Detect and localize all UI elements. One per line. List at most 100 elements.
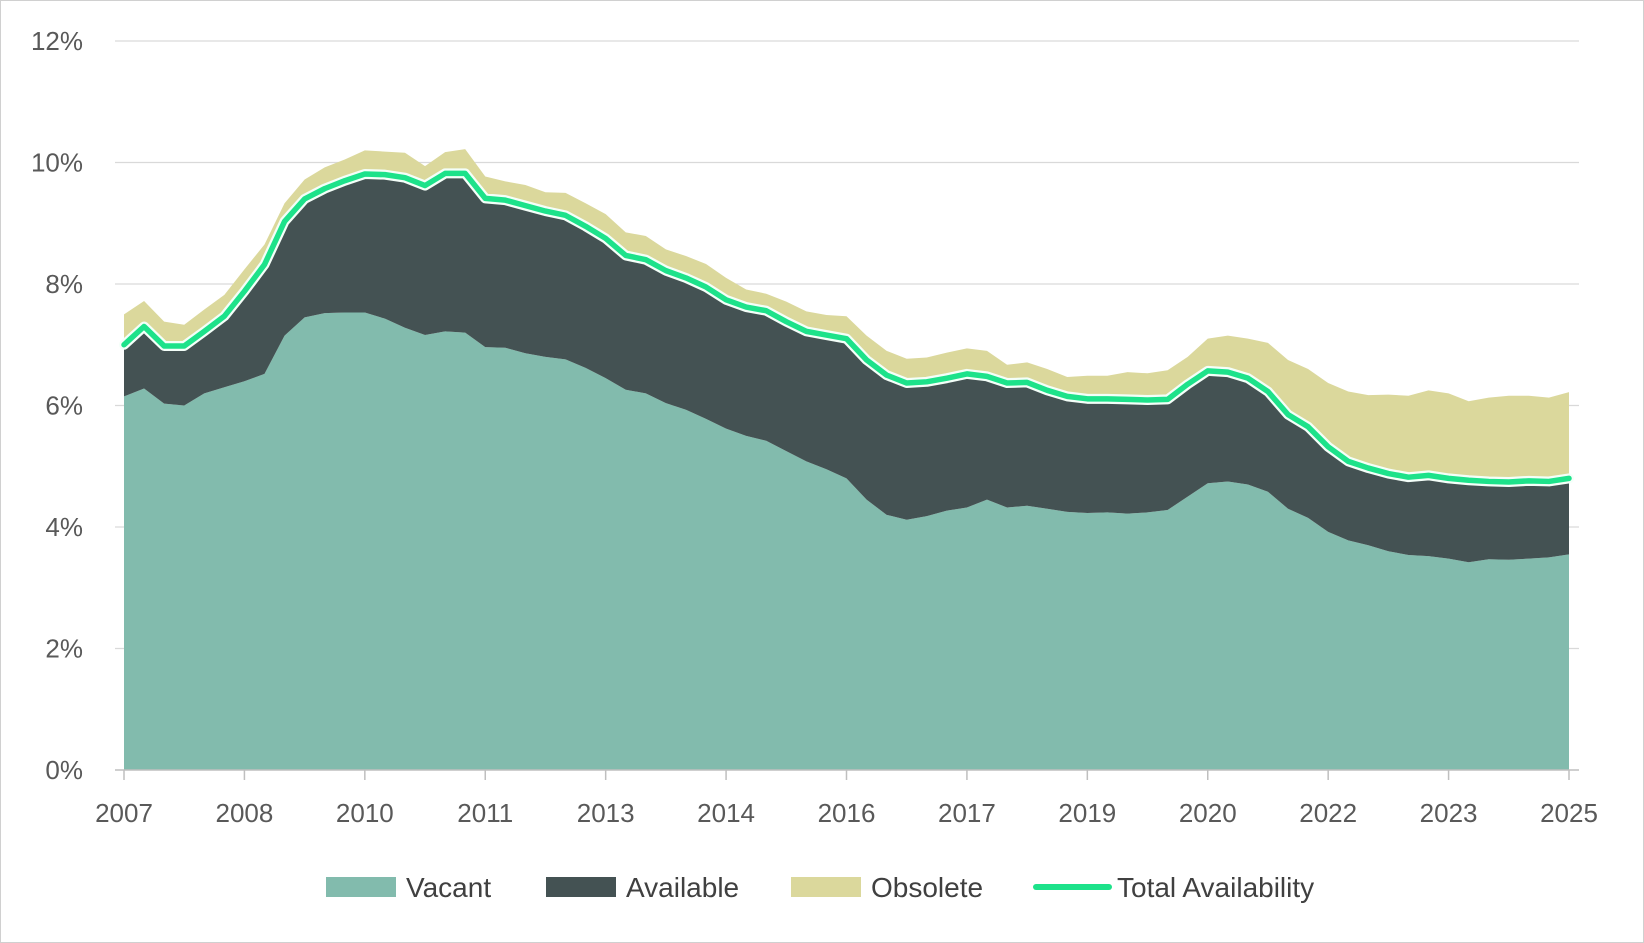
total-point	[1526, 478, 1532, 484]
total-point	[1004, 380, 1010, 386]
legend-label-obsolete: Obsolete	[871, 872, 983, 903]
x-tick-label: 2017	[938, 798, 996, 828]
legend-swatch-available	[546, 877, 616, 897]
total-point	[1426, 473, 1431, 478]
total-point	[623, 253, 628, 258]
x-tick-label: 2014	[697, 798, 755, 828]
total-point	[322, 186, 327, 191]
total-point	[1386, 471, 1391, 476]
total-point	[202, 329, 207, 334]
total-point	[824, 332, 829, 338]
total-point	[784, 319, 789, 324]
total-point	[804, 329, 809, 334]
total-point	[984, 374, 990, 379]
total-point	[1325, 444, 1331, 450]
total-point	[764, 308, 769, 313]
total-point	[643, 257, 649, 262]
total-point	[1245, 375, 1251, 381]
x-tick-label: 2019	[1058, 798, 1116, 828]
x-tick-label: 2010	[336, 798, 394, 828]
total-point	[1546, 479, 1552, 484]
total-point	[523, 203, 528, 208]
y-tick-label: 12%	[31, 26, 83, 56]
total-point	[603, 236, 608, 241]
total-point	[1225, 369, 1231, 375]
total-point	[1305, 424, 1311, 429]
total-point	[503, 197, 508, 203]
total-point	[904, 380, 909, 386]
legend-label-available: Available	[626, 872, 739, 903]
total-point	[1065, 394, 1070, 399]
total-point	[1506, 479, 1511, 485]
legend-label-vacant: Vacant	[406, 872, 491, 903]
legend: Vacant Available Obsolete Total Availabilit…	[326, 872, 1314, 903]
y-tick-label: 6%	[45, 391, 83, 421]
total-point	[944, 375, 950, 381]
total-point	[964, 371, 970, 377]
total-point	[884, 372, 889, 378]
total-point	[1406, 474, 1411, 480]
total-point	[1205, 368, 1210, 374]
total-point	[1486, 479, 1491, 484]
total-point	[242, 289, 247, 294]
total-point	[1265, 389, 1271, 394]
total-point	[483, 196, 488, 201]
y-tick-label: 2%	[45, 634, 83, 664]
x-tick-label: 2016	[818, 798, 876, 828]
total-point	[683, 275, 689, 281]
total-point	[1185, 382, 1190, 387]
total-point	[282, 219, 287, 224]
total-point	[362, 171, 368, 177]
total-point	[583, 224, 588, 229]
total-point	[1125, 397, 1130, 402]
total-point	[703, 284, 709, 290]
y-tick-label: 4%	[45, 512, 83, 542]
total-point	[442, 171, 448, 176]
total-point	[1044, 388, 1050, 393]
area-vacant	[124, 312, 1569, 770]
total-point	[743, 304, 749, 310]
total-point	[1085, 396, 1090, 402]
total-point	[121, 342, 127, 347]
area-available	[124, 173, 1569, 563]
total-point	[161, 343, 167, 349]
total-point	[1446, 476, 1451, 481]
total-point	[563, 213, 568, 218]
total-point	[723, 297, 729, 302]
total-point	[1285, 412, 1291, 417]
total-point	[342, 178, 347, 183]
total-point	[141, 324, 147, 329]
total-point	[864, 357, 869, 363]
x-tick-label: 2023	[1420, 798, 1478, 828]
total-point	[1105, 396, 1110, 402]
total-point	[302, 196, 307, 202]
x-tick-label: 2022	[1299, 798, 1357, 828]
total-point	[182, 343, 187, 349]
total-point	[1366, 465, 1371, 471]
stacked-areas	[124, 149, 1569, 770]
x-tick-label: 2011	[457, 798, 513, 828]
total-point	[543, 208, 548, 214]
total-point	[924, 379, 929, 385]
x-tick-label: 2025	[1540, 798, 1598, 828]
total-point	[1566, 476, 1572, 481]
total-point	[262, 262, 267, 267]
total-point	[222, 313, 227, 319]
total-point	[422, 183, 428, 188]
y-tick-label: 10%	[31, 148, 83, 178]
area-obsolete	[124, 149, 1569, 483]
total-point	[1346, 459, 1351, 464]
y-tick-label: 0%	[45, 755, 83, 785]
total-line-layer	[119, 168, 1574, 488]
x-tick-label: 2008	[215, 798, 273, 828]
total-point	[1145, 397, 1150, 403]
total-point	[1024, 380, 1030, 385]
legend-swatch-obsolete	[791, 877, 861, 897]
total-point	[844, 336, 849, 341]
legend-swatch-vacant	[326, 877, 396, 897]
total-point	[1466, 478, 1471, 483]
total-point	[382, 172, 388, 177]
y-tick-label: 8%	[45, 269, 83, 299]
